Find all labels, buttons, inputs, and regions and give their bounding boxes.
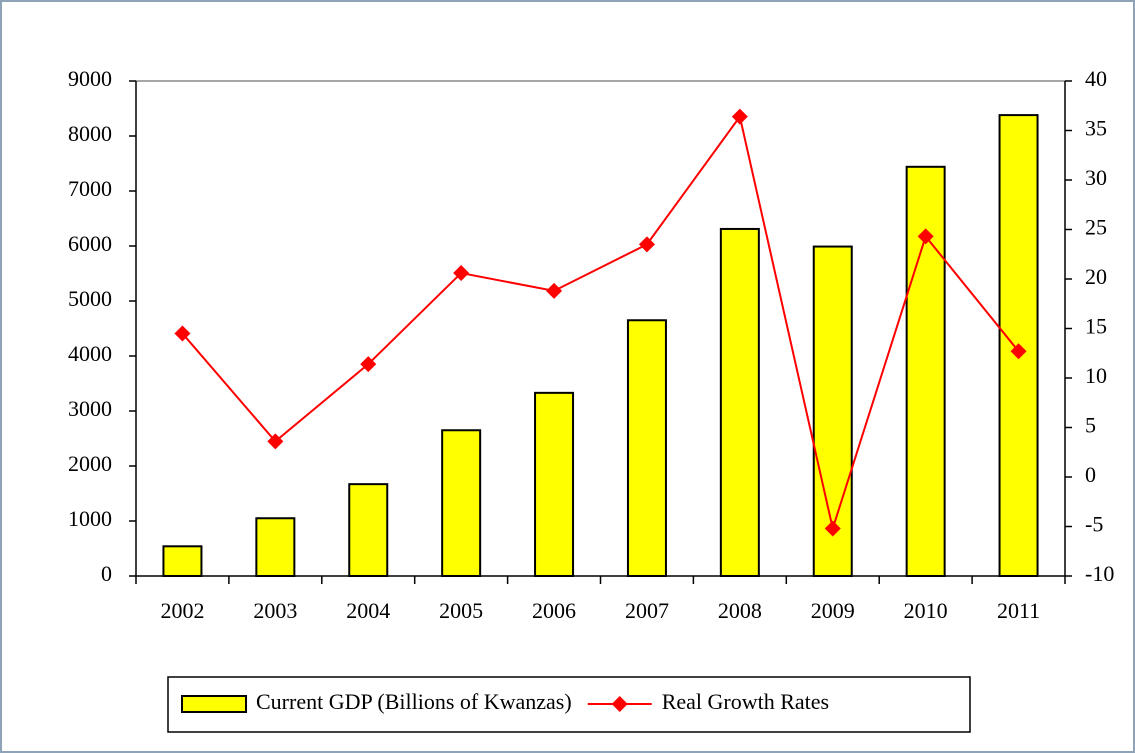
legend-label: Current GDP (Billions of Kwanzas) xyxy=(256,689,572,714)
marker xyxy=(917,228,934,245)
y-tick-label: 0 xyxy=(101,561,112,586)
x-tick-label: 2002 xyxy=(160,598,204,623)
marker xyxy=(1010,343,1027,360)
x-tick-label: 2003 xyxy=(253,598,297,623)
marker xyxy=(731,108,748,125)
legend-box xyxy=(167,676,971,733)
legend-swatch xyxy=(181,695,247,713)
x-tick-label: 2011 xyxy=(997,598,1040,623)
bar xyxy=(348,483,389,577)
x-tick-label: 2004 xyxy=(346,598,390,623)
bar xyxy=(719,227,760,577)
marker xyxy=(453,265,470,282)
marker xyxy=(638,236,655,253)
bar xyxy=(905,165,946,578)
marker xyxy=(267,433,284,450)
y-tick-label: 7000 xyxy=(68,176,112,201)
bar xyxy=(255,517,296,577)
x-tick-label: 2009 xyxy=(811,598,855,623)
y2-tick-label: 20 xyxy=(1085,264,1107,289)
y-tick-label: 2000 xyxy=(68,451,112,476)
y-tick-label: 8000 xyxy=(68,121,112,146)
x-tick-label: 2008 xyxy=(718,598,762,623)
y2-tick-label: 25 xyxy=(1085,215,1107,240)
marker xyxy=(174,325,191,342)
marker xyxy=(360,356,377,373)
bar xyxy=(162,545,203,577)
y2-tick-label: -5 xyxy=(1085,512,1103,537)
legend-marker xyxy=(611,696,628,712)
x-tick-label: 2007 xyxy=(625,598,669,623)
y2-tick-label: 10 xyxy=(1085,363,1107,388)
marker xyxy=(824,520,841,537)
bar xyxy=(534,391,575,577)
y2-tick-label: 35 xyxy=(1085,116,1107,141)
y2-tick-label: -10 xyxy=(1085,561,1114,586)
y-tick-label: 6000 xyxy=(68,231,112,256)
y2-tick-label: 5 xyxy=(1085,413,1096,438)
y-tick-label: 3000 xyxy=(68,396,112,421)
y2-tick-label: 40 xyxy=(1085,66,1107,91)
legend-label: Real Growth Rates xyxy=(662,689,829,714)
x-tick-label: 2005 xyxy=(439,598,483,623)
y-tick-label: 1000 xyxy=(68,506,112,531)
y-tick-label: 9000 xyxy=(68,66,112,91)
x-tick-label: 2006 xyxy=(532,598,576,623)
marker xyxy=(546,282,563,299)
y2-tick-label: 0 xyxy=(1085,462,1096,487)
bar xyxy=(441,429,482,577)
y2-tick-label: 15 xyxy=(1085,314,1107,339)
line xyxy=(181,114,1020,533)
y-tick-label: 4000 xyxy=(68,341,112,366)
y2-tick-label: 30 xyxy=(1085,165,1107,190)
bar xyxy=(626,319,667,577)
y-tick-label: 5000 xyxy=(68,286,112,311)
x-tick-label: 2010 xyxy=(904,598,948,623)
